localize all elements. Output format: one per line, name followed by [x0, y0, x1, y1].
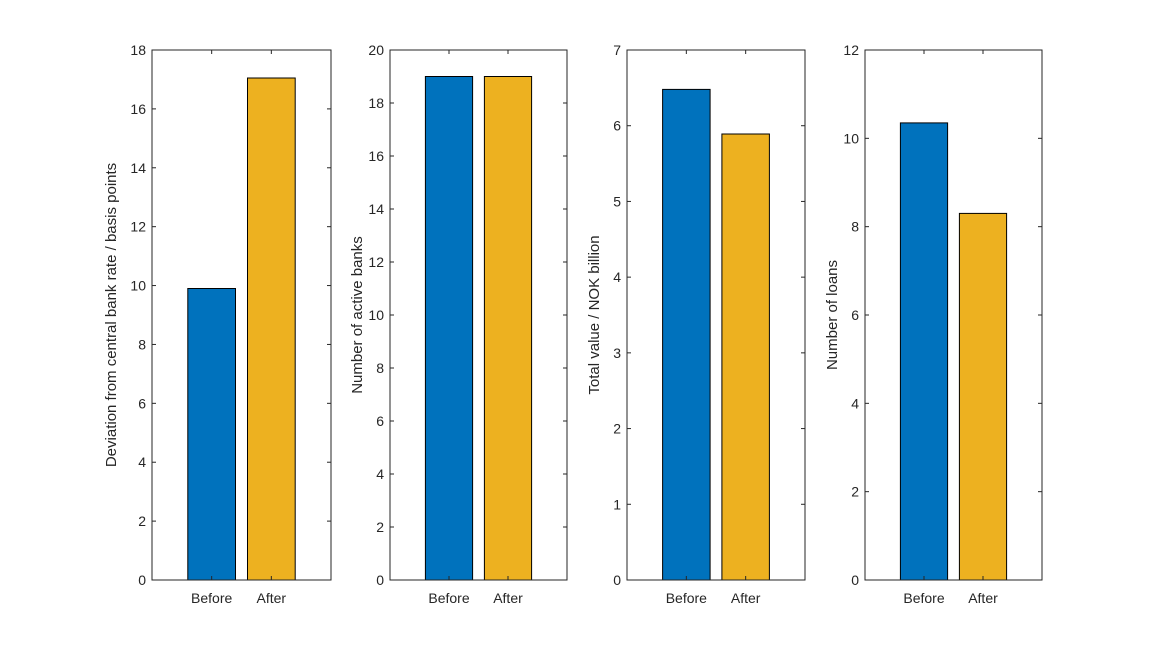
- axes-panel-1: 0 2 4 6 8 10 12 14 16 18 Before After Deviation from…: [103, 42, 332, 606]
- bar-after: [483, 76, 533, 581]
- axes-box: [151, 49, 332, 581]
- y-tick-label: 3: [613, 345, 621, 361]
- y-tick-label: 6: [851, 307, 859, 323]
- y-tick-label: 14: [130, 160, 146, 176]
- y-tick-label: 12: [843, 42, 859, 58]
- y-tick-label: 16: [368, 148, 384, 164]
- axes-box: [389, 49, 568, 581]
- y-tick-label: 18: [130, 42, 146, 58]
- y-axis-label: Number of loans: [824, 260, 841, 370]
- x-tick-label: Before: [903, 590, 944, 606]
- y-tick-label: 14: [368, 201, 384, 217]
- y-tick-label: 4: [376, 466, 384, 482]
- y-tick-label: 0: [376, 572, 384, 588]
- bar-after: [721, 133, 770, 581]
- y-tick-label: 2: [376, 519, 384, 535]
- y-tick-label: 2: [851, 484, 859, 500]
- y-tick-label: 18: [368, 95, 384, 111]
- bar-before: [899, 122, 949, 581]
- bar-after: [247, 77, 296, 581]
- y-tick-label: 10: [843, 130, 859, 146]
- y-tick-label: 1: [613, 496, 621, 512]
- y-tick-label: 7: [613, 42, 621, 58]
- x-tick-label: Before: [428, 590, 469, 606]
- x-tick-label: After: [493, 590, 523, 606]
- y-axis-label: Deviation from central bank rate / basis…: [103, 163, 120, 467]
- y-tick-label: 6: [613, 118, 621, 134]
- y-tick-label: 6: [376, 413, 384, 429]
- bar-before: [424, 76, 474, 581]
- x-tick-label: Before: [191, 590, 232, 606]
- y-tick-label: 4: [138, 454, 146, 470]
- axes-panel-2: 0 2 4 6 8 10 12 14 16 18 20 Before After Number of ac…: [349, 42, 568, 606]
- y-tick-label: 8: [851, 219, 859, 235]
- y-tick-label: 10: [368, 307, 384, 323]
- axes-panel-4: 0 2 4 6 8 10 12 Before After Number of loans: [824, 42, 1043, 606]
- y-tick-label: 20: [368, 42, 384, 58]
- x-tick-label: Before: [666, 590, 707, 606]
- y-axis-label: Number of active banks: [349, 236, 366, 394]
- y-tick-label: 0: [851, 572, 859, 588]
- y-tick-label: 5: [613, 193, 621, 209]
- axes-box: [626, 49, 806, 581]
- bar-before: [662, 88, 711, 581]
- y-tick-label: 8: [376, 360, 384, 376]
- x-tick-label: After: [731, 590, 761, 606]
- x-tick-label: After: [257, 590, 287, 606]
- y-tick-label: 16: [130, 101, 146, 117]
- y-tick-label: 6: [138, 395, 146, 411]
- y-tick-label: 12: [130, 219, 146, 235]
- y-tick-label: 8: [138, 336, 146, 352]
- bar-after: [958, 212, 1008, 581]
- y-tick-label: 12: [368, 254, 384, 270]
- y-tick-label: 2: [138, 513, 146, 529]
- y-tick-label: 2: [613, 421, 621, 437]
- axes-panel-3: 0 1 2 3 4 5 6 7 Before After Total value / NOK bil…: [586, 42, 806, 606]
- bar-before: [187, 288, 237, 581]
- y-tick-label: 4: [851, 395, 859, 411]
- axes-box: [864, 49, 1043, 581]
- y-tick-label: 4: [613, 269, 621, 285]
- y-tick-label: 10: [130, 278, 146, 294]
- y-tick-label: 0: [613, 572, 621, 588]
- y-tick-label: 0: [138, 572, 146, 588]
- x-tick-label: After: [968, 590, 998, 606]
- y-axis-label: Total value / NOK billion: [586, 235, 603, 394]
